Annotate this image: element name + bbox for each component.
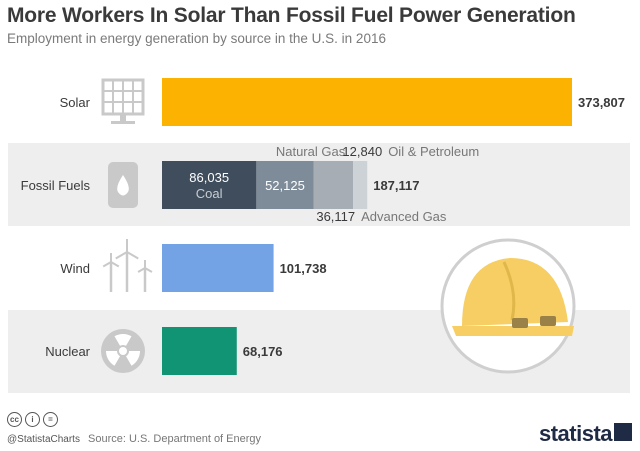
twitter-handle: @StatistaCharts bbox=[7, 434, 80, 445]
solar-panel-icon bbox=[101, 78, 145, 124]
attribution-icon: i bbox=[25, 412, 40, 427]
turbine-blade bbox=[115, 251, 128, 260]
coal-name-label: Coal bbox=[196, 186, 223, 201]
advanced-gas-name-label: Advanced Gas bbox=[361, 209, 447, 224]
category-label: Solar bbox=[60, 95, 91, 110]
radiation-blade bbox=[126, 351, 140, 366]
turbine-blade bbox=[110, 261, 120, 268]
solar-panel-base bbox=[111, 121, 135, 124]
chart-title: More Workers In Solar Than Fossil Fuel P… bbox=[7, 4, 576, 27]
statista-logo-mark bbox=[614, 423, 632, 441]
chart-subtitle: Employment in energy generation by sourc… bbox=[7, 31, 386, 46]
bar-segment-coal bbox=[162, 161, 257, 209]
oil-petroleum-value-label: 12,840 bbox=[342, 144, 382, 159]
oil-barrel-icon bbox=[108, 162, 138, 208]
bar-total-label: 373,807 bbox=[578, 95, 625, 110]
creative-commons-icon: cc bbox=[7, 412, 22, 427]
license-icons: cc i = bbox=[7, 412, 58, 427]
turbine-blade bbox=[126, 251, 139, 260]
turbine-blade bbox=[102, 261, 112, 268]
turbine-blade bbox=[144, 267, 153, 273]
bar-solar bbox=[162, 78, 572, 126]
solar-panel-stand bbox=[120, 114, 126, 122]
oil-drop bbox=[117, 175, 129, 196]
bar-segment-oil-petroleum bbox=[353, 161, 368, 209]
bar-segment-natural-gas bbox=[256, 161, 314, 209]
natural-gas-name-label: Natural Gas bbox=[276, 144, 346, 159]
no-derivatives-icon: = bbox=[43, 412, 58, 427]
category-label: Wind bbox=[60, 261, 90, 276]
hard-hat-illustration bbox=[440, 238, 576, 374]
bar-total-label: 68,176 bbox=[243, 344, 283, 359]
oil-petroleum-name-label: Oil & Petroleum bbox=[388, 144, 479, 159]
coal-value-label: 86,035 bbox=[189, 170, 229, 185]
radiation-blade bbox=[106, 351, 120, 366]
radiation-core bbox=[119, 347, 127, 355]
statista-logo: statista bbox=[539, 421, 613, 446]
turbine-blade bbox=[137, 267, 146, 273]
wind-turbine-icon bbox=[102, 239, 153, 292]
radiation-icon bbox=[101, 329, 145, 373]
bar-nuclear bbox=[162, 327, 237, 375]
bar-wind bbox=[162, 244, 274, 292]
natural-gas-value-label: 52,125 bbox=[265, 178, 305, 193]
category-label: Fossil Fuels bbox=[21, 178, 91, 193]
bar-chart: Solar Fossil Fuels Wind Nuclear 373,807 187,1… bbox=[8, 78, 630, 393]
bar-total-label: 187,117 bbox=[373, 178, 419, 193]
bar-segment-advanced-gas bbox=[313, 161, 354, 209]
advanced-gas-value-label: 36,117 bbox=[316, 209, 355, 224]
bar-total-label: 101,738 bbox=[280, 261, 327, 276]
radiation-blade bbox=[114, 334, 132, 346]
category-label: Nuclear bbox=[45, 344, 90, 359]
source-note: Source: U.S. Department of Energy bbox=[88, 433, 262, 445]
